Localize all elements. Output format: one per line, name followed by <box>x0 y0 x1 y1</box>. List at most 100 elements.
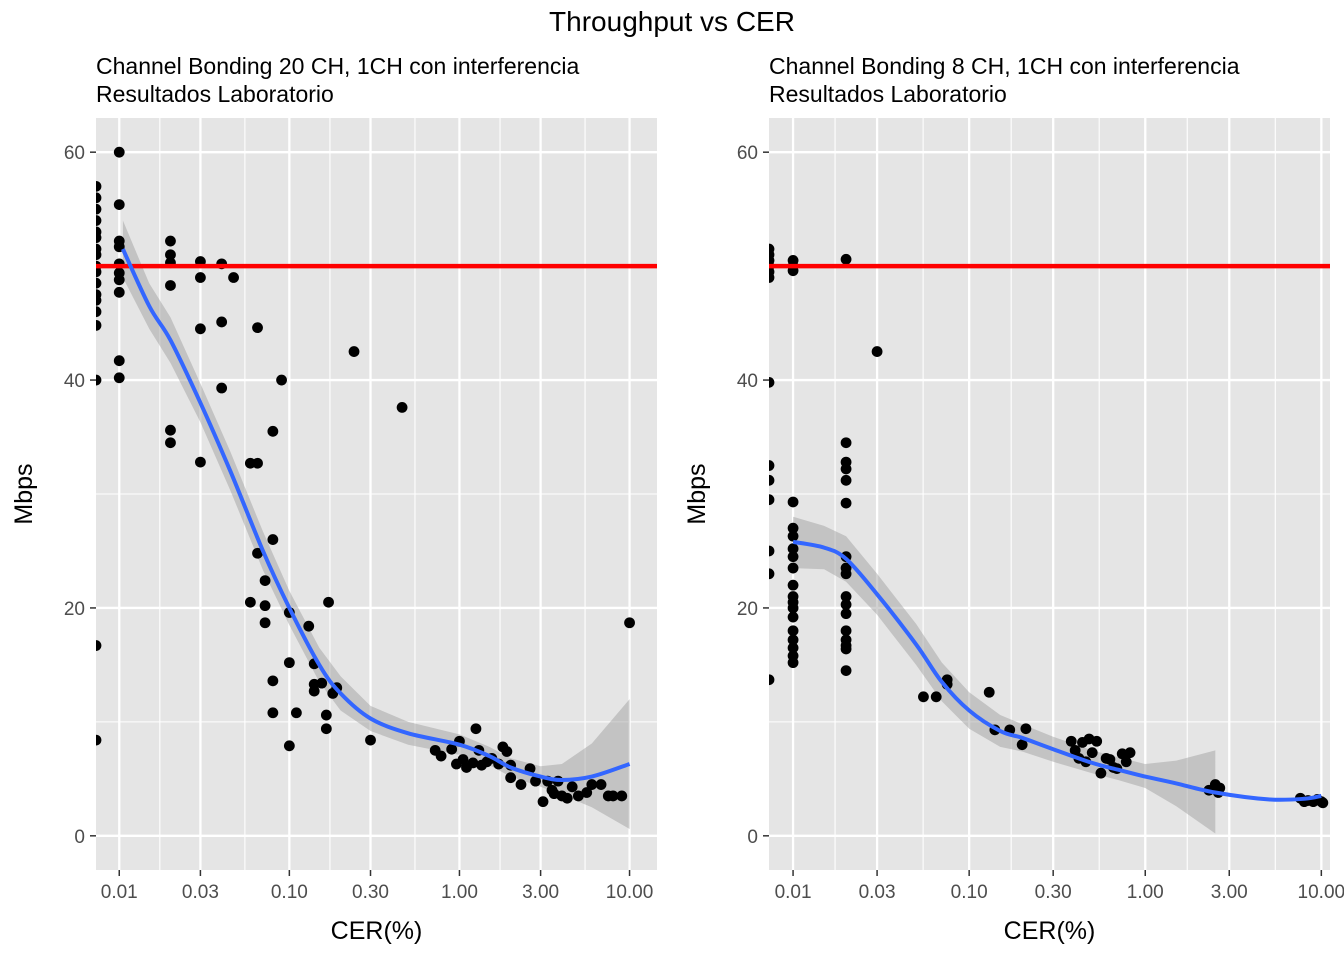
x-tick-label: 0.30 <box>1035 882 1072 903</box>
y-tick-label: 40 <box>64 371 85 392</box>
y-tick-label: 0 <box>747 827 758 848</box>
data-point <box>316 677 328 689</box>
data-point <box>113 372 125 384</box>
data-point <box>787 522 799 534</box>
data-point <box>840 608 852 620</box>
data-point <box>96 294 102 306</box>
data-point <box>228 272 239 283</box>
x-tick-label: 3.00 <box>1211 882 1248 903</box>
x-tick-label: 0.30 <box>352 882 389 903</box>
data-point <box>267 425 279 437</box>
data-point <box>607 790 619 802</box>
data-point <box>283 657 295 669</box>
data-point <box>290 707 302 719</box>
data-point <box>252 547 263 559</box>
data-point <box>1086 747 1098 759</box>
data-point <box>113 355 125 367</box>
data-point <box>787 634 799 646</box>
data-point <box>787 625 799 637</box>
data-point <box>840 463 852 475</box>
data-point <box>303 620 315 632</box>
data-point <box>259 575 271 586</box>
y-tick-label: 20 <box>64 599 85 620</box>
data-point <box>501 746 513 757</box>
data-point <box>259 600 271 612</box>
x-tick-label: 0.03 <box>859 882 896 903</box>
smooth-line <box>121 248 631 782</box>
data-point <box>113 286 125 298</box>
data-point <box>267 534 279 545</box>
data-point <box>840 625 852 637</box>
data-point <box>348 346 360 357</box>
data-point <box>96 266 102 278</box>
panel-2: 0.01 0.03 0.10 0.30 1.00 3.00 10.00 0 20 40 60 CER(… <box>683 118 1344 945</box>
x-tick-label: 0.01 <box>775 882 812 903</box>
data-point <box>515 779 527 790</box>
plot-area <box>769 243 1330 834</box>
panel-2-title-block: Channel Bonding 8 CH, 1CH con interferen… <box>769 52 1240 108</box>
y-axis-label: Mbps <box>10 463 38 524</box>
data-point <box>787 642 799 654</box>
data-point <box>244 596 256 608</box>
x-tick-label: 1.00 <box>1127 882 1164 903</box>
data-point <box>769 376 775 388</box>
data-point <box>769 494 775 506</box>
data-point <box>787 543 799 555</box>
data-point <box>308 685 320 697</box>
data-point <box>195 323 206 335</box>
data-point <box>467 757 479 769</box>
data-point <box>96 180 102 192</box>
data-point <box>195 456 206 468</box>
data-point <box>572 790 584 802</box>
data-point <box>769 674 775 686</box>
data-point <box>96 374 102 386</box>
data-point <box>787 530 799 542</box>
data-point <box>396 402 408 413</box>
panel-2-title: Channel Bonding 8 CH, 1CH con interferen… <box>769 53 1240 79</box>
data-point <box>624 617 635 629</box>
data-point <box>165 235 176 247</box>
data-point <box>1091 735 1103 747</box>
data-point <box>96 203 102 215</box>
data-point <box>787 551 799 563</box>
data-point <box>259 617 271 629</box>
data-point <box>470 723 482 735</box>
data-point <box>840 253 852 265</box>
x-tick-label: 0.01 <box>101 882 138 903</box>
data-point <box>165 437 176 449</box>
x-tick-label: 0.10 <box>951 882 988 903</box>
data-point <box>96 319 102 331</box>
data-point <box>216 316 228 328</box>
data-point <box>96 215 102 226</box>
data-point <box>586 779 598 790</box>
data-point <box>787 602 799 614</box>
data-point <box>769 545 775 557</box>
data-point <box>1020 723 1032 735</box>
panel-1: 0.01 0.03 0.10 0.30 1.00 3.00 10.00 0 20 40 60 CER(… <box>10 118 657 945</box>
y-tick-label: 0 <box>74 827 85 848</box>
confidence-band <box>122 220 630 829</box>
data-point <box>1214 782 1226 794</box>
data-point <box>96 192 102 204</box>
data-point <box>787 657 799 669</box>
data-point <box>983 686 995 698</box>
data-point <box>252 457 263 469</box>
data-point <box>96 232 102 244</box>
data-point <box>96 306 102 318</box>
x-tick-label: 0.03 <box>182 882 219 903</box>
data-point <box>505 772 517 784</box>
data-point <box>537 796 549 808</box>
data-point <box>113 199 125 210</box>
data-point <box>566 781 578 793</box>
data-point <box>840 568 852 580</box>
data-point <box>283 740 295 752</box>
data-point <box>840 497 852 509</box>
data-point <box>769 474 775 486</box>
data-point <box>113 146 125 158</box>
data-point <box>165 424 176 436</box>
data-point <box>195 272 206 283</box>
x-axis-label: CER(%) <box>1004 917 1096 945</box>
data-point <box>1016 739 1028 751</box>
